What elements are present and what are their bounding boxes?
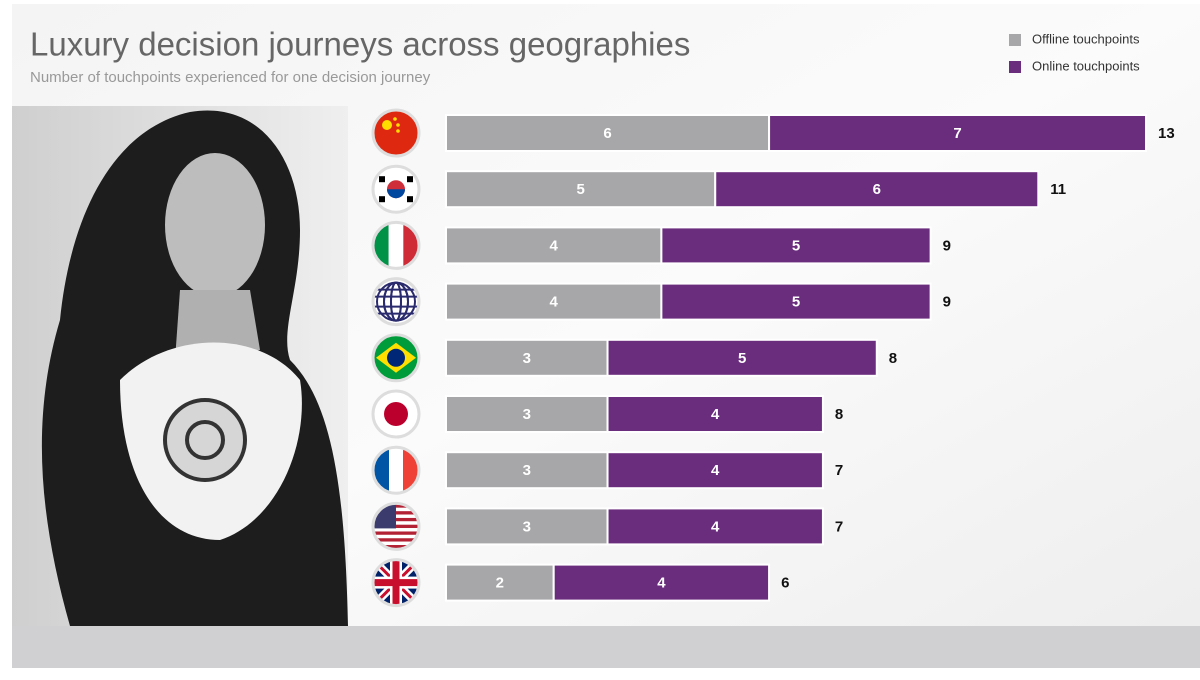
legend-swatch: [1009, 61, 1021, 73]
flag-part: [374, 528, 418, 532]
bar-segment: [768, 114, 1147, 152]
bar-segment: [445, 338, 609, 377]
flag-part: [374, 541, 418, 546]
bar-segment: [552, 563, 771, 602]
flag-ring: [371, 220, 421, 270]
flag-part: [384, 402, 408, 426]
flags: [371, 108, 421, 608]
flag-part: [374, 448, 389, 493]
flag-part: [374, 545, 418, 549]
bar-value-label: 3: [523, 350, 531, 367]
flag-part: [407, 176, 413, 183]
total-label: 9: [943, 294, 951, 311]
bar-segment: [606, 507, 824, 546]
bar-value-label: 4: [711, 406, 720, 423]
bar-segment: [445, 282, 663, 321]
flag-part: [388, 223, 404, 268]
flag-part: [403, 448, 418, 493]
legend-label: Offline touchpoints: [1032, 31, 1140, 46]
bar-value-label: 5: [738, 350, 746, 367]
bar-value-label: 3: [523, 462, 531, 479]
flag-part: [396, 129, 400, 133]
flag: [374, 279, 418, 324]
bar-value-label: 2: [496, 575, 504, 592]
flag-part: [374, 223, 389, 268]
total-label: 7: [835, 518, 843, 535]
flag-ring: [371, 277, 421, 327]
bar-segment: [606, 451, 824, 490]
flag-part: [382, 120, 392, 130]
flag-part: [396, 123, 400, 127]
total-label: 8: [835, 406, 843, 423]
bar-segment: [660, 226, 932, 265]
bar-segment: [445, 226, 663, 265]
total-label: 11: [1050, 181, 1066, 198]
flag: [374, 335, 418, 380]
bar-value-label: 6: [603, 125, 611, 142]
chart-subtitle: Number of touchpoints experienced for on…: [30, 69, 431, 86]
bar-value-label: 3: [523, 518, 531, 535]
flag: [374, 504, 418, 549]
legend-swatch: [1009, 34, 1021, 46]
bar-value-label: 4: [657, 575, 666, 592]
bar-value-label: 4: [550, 294, 559, 311]
flag: [374, 111, 418, 155]
total-label: 9: [943, 237, 951, 254]
total-label: 8: [889, 350, 897, 367]
chart-title: Luxury decision journeys across geograph…: [30, 26, 690, 63]
flag-ring: [371, 389, 421, 439]
bar-segment: [445, 451, 609, 490]
flag-part: [374, 534, 418, 539]
bar-value-label: 5: [792, 294, 800, 311]
total-label: 7: [835, 462, 843, 479]
bar-segment: [445, 563, 555, 602]
flag-ring: [371, 445, 421, 495]
flag-part: [387, 189, 405, 199]
bar-value-label: 3: [523, 406, 531, 423]
flag-part: [383, 281, 409, 322]
bar-segment: [714, 170, 1040, 209]
footer-band: [12, 626, 1200, 668]
bar-value-label: 4: [711, 462, 720, 479]
flag-part: [389, 448, 403, 493]
flag-part: [407, 196, 413, 203]
bar-value-label: 4: [711, 518, 720, 535]
flag-ring: [371, 501, 421, 551]
bar-segment: [606, 395, 824, 433]
bar-segment: [606, 338, 878, 377]
bar-segment: [660, 282, 932, 321]
total-label: 6: [781, 575, 789, 592]
photo: [12, 106, 349, 626]
bar-value-label: 5: [792, 237, 800, 254]
flag-ring: [371, 164, 421, 214]
flag: [374, 167, 418, 212]
flag-ring: [371, 333, 421, 383]
flag-ring: [371, 558, 421, 608]
flag-part: [403, 223, 418, 268]
bar-value-label: 7: [953, 125, 961, 142]
flag-part: [379, 196, 385, 203]
flag-part: [374, 279, 418, 324]
bar-value-label: 5: [576, 181, 584, 198]
flag-part: [374, 531, 418, 535]
flag-ring: [371, 108, 421, 158]
total-label: 13: [1158, 125, 1175, 142]
flag-part: [387, 348, 405, 367]
bar-value-label: 6: [873, 181, 881, 198]
flag: [374, 392, 418, 436]
bar-segment: [445, 395, 609, 433]
flag: [374, 560, 418, 605]
flag: [374, 223, 418, 268]
legend-label: Online touchpoints: [1032, 58, 1140, 73]
flag-part: [393, 117, 397, 121]
bar-value-label: 4: [550, 237, 559, 254]
flag: [374, 448, 418, 493]
flag-part: [392, 560, 400, 605]
flag-part: [379, 176, 385, 183]
flag-part: [374, 538, 418, 542]
